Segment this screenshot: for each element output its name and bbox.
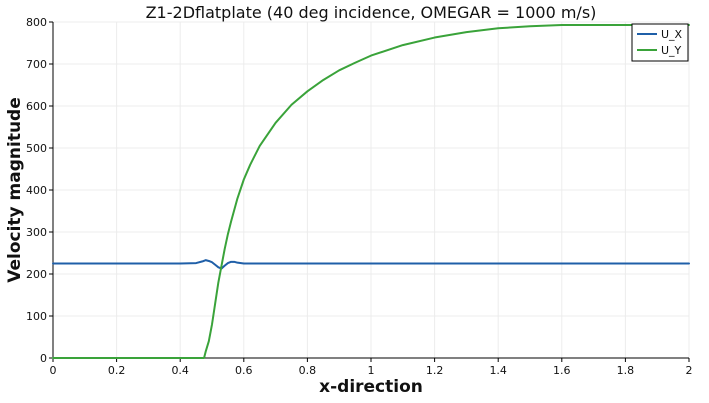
legend-box bbox=[631, 23, 689, 62]
series-lines bbox=[52, 23, 690, 359]
y-tick-label: 400 bbox=[26, 184, 47, 197]
series-line-u-x bbox=[52, 259, 690, 270]
y-tick-label: 300 bbox=[26, 226, 47, 239]
y-axis-ticks: 0 100 200 300 400 500 600 700 800 bbox=[26, 16, 53, 365]
y-tick-label: 600 bbox=[26, 100, 47, 113]
x-axis-ticks: 0 0.2 0.4 0.6 0.8 1 1.2 1.4 1.6 1.8 2 bbox=[50, 358, 693, 377]
y-tick-label: 800 bbox=[26, 16, 47, 29]
y-tick-label: 700 bbox=[26, 58, 47, 71]
series-line-u-y bbox=[52, 23, 690, 359]
x-tick-label: 2 bbox=[686, 364, 693, 377]
y-tick-label: 100 bbox=[26, 310, 47, 323]
x-tick-label: 1.6 bbox=[553, 364, 571, 377]
chart-title: Z1-2Dflatplate (40 deg incidence, OMEGAR… bbox=[146, 3, 597, 22]
x-tick-label: 1.4 bbox=[489, 364, 507, 377]
y-tick-label: 200 bbox=[26, 268, 47, 281]
x-tick-label: 1.8 bbox=[617, 364, 635, 377]
x-tick-label: 0.6 bbox=[235, 364, 253, 377]
y-tick-label: 0 bbox=[40, 352, 47, 365]
y-tick-label: 500 bbox=[26, 142, 47, 155]
x-tick-label: 0 bbox=[50, 364, 57, 377]
x-tick-label: 1.2 bbox=[426, 364, 444, 377]
x-tick-label: 0.8 bbox=[299, 364, 317, 377]
legend: U_X U_Y bbox=[631, 23, 689, 62]
grid-lines bbox=[52, 21, 690, 359]
x-tick-label: 0.2 bbox=[108, 364, 126, 377]
x-axis-label: x-direction bbox=[319, 377, 423, 397]
y-axis-label: Velocity magnitude bbox=[5, 97, 25, 283]
legend-label-u-y: U_Y bbox=[661, 44, 682, 57]
legend-label-u-x: U_X bbox=[661, 28, 683, 41]
x-tick-label: 0.4 bbox=[171, 364, 189, 377]
x-tick-label: 1 bbox=[368, 364, 375, 377]
